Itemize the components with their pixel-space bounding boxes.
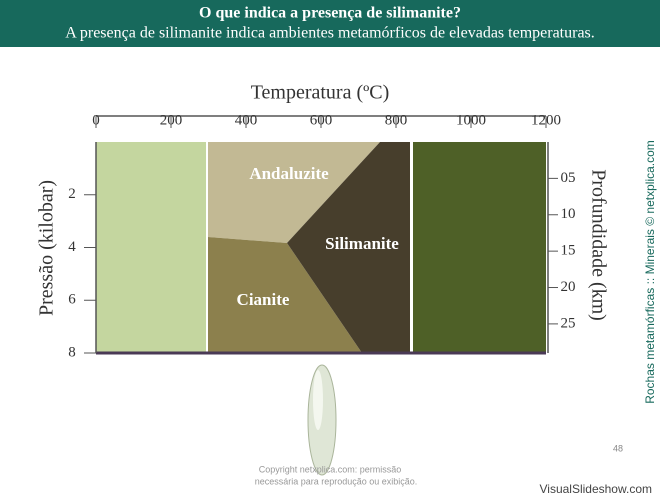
y2-axis-label: Profundidade (km): [587, 169, 609, 321]
copyright: necessária para reprodução ou exibição.: [255, 476, 418, 486]
y-tick-label: 6: [68, 292, 76, 308]
y-tick-label: 4: [68, 239, 76, 255]
side-note: Rochas metamórficas :: Minerais © netxpl…: [643, 140, 657, 404]
y2-tick-label: 05: [561, 170, 576, 186]
axes: 0 200 400 600 800 1000 1200 2 4 6 8 05 10 15 20 25: [68, 112, 575, 360]
x-tick-label: 1000: [456, 112, 486, 128]
region-label: Silimanite: [325, 234, 399, 253]
y2-tick-label: 10: [561, 206, 576, 222]
x-tick-label: 400: [235, 112, 258, 128]
y-tick-label: 8: [68, 344, 76, 360]
region-label: Cianite: [237, 290, 290, 309]
x-tick-label: 800: [385, 112, 408, 128]
header-subtitle: A presença de silimanite indica ambiente…: [65, 25, 595, 42]
copyright: Copyright netxplica.com: permissão: [259, 464, 402, 474]
region-andaluzite: [208, 142, 380, 243]
region-label: Andaluzite: [249, 164, 329, 183]
x-tick-label: 0: [92, 112, 100, 128]
crystal-highlight: [313, 370, 323, 430]
header-band: [0, 0, 660, 47]
y-axis-label: Pressão (kilobar): [36, 180, 58, 316]
crystal-image: [307, 364, 337, 476]
region-high: [413, 142, 546, 353]
phase-regions: [95, 115, 549, 355]
y2-tick-label: 20: [561, 279, 576, 295]
y2-tick-label: 15: [561, 243, 576, 259]
x-tick-label: 200: [160, 112, 183, 128]
header-title: O que indica a presença de silimanite?: [199, 5, 461, 22]
region-cianite: [208, 237, 362, 353]
x-tick-label: 1200: [531, 112, 561, 128]
x-tick-label: 600: [310, 112, 333, 128]
region-low: [96, 142, 206, 353]
page-number: 48: [613, 443, 623, 453]
y2-tick-label: 25: [561, 315, 576, 331]
brand: VisualSlideshow.com: [539, 482, 652, 496]
region-silimanite: [287, 142, 410, 353]
x-axis-label: Temperatura (ºC): [251, 82, 390, 104]
y-tick-label: 2: [68, 186, 76, 202]
